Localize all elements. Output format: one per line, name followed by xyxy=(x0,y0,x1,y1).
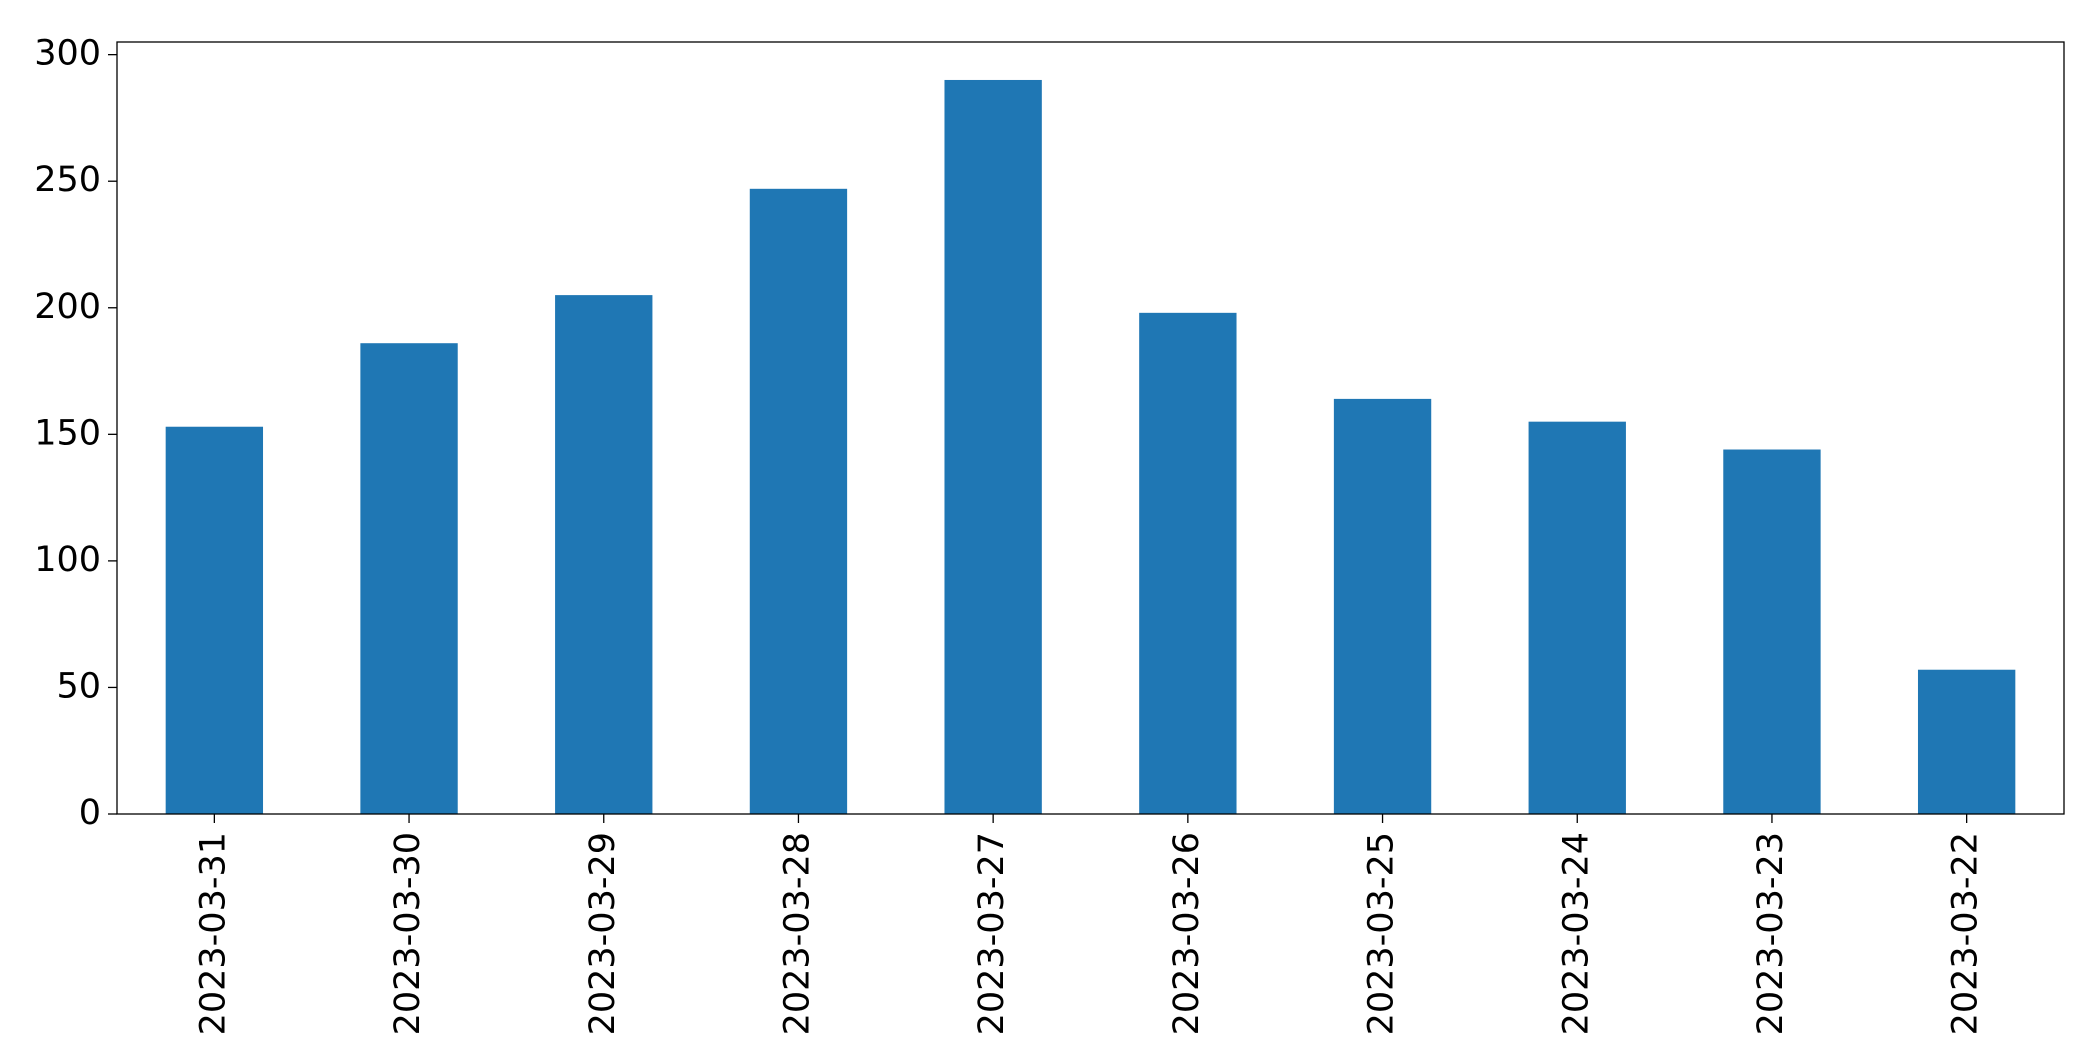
bar xyxy=(360,343,458,814)
x-tick-label: 2023-03-22 xyxy=(1946,832,1986,1035)
y-tick-label: 50 xyxy=(56,666,101,706)
x-tick-label: 2023-03-23 xyxy=(1751,832,1791,1035)
bar xyxy=(1139,312,1237,814)
x-tick-label: 2023-03-31 xyxy=(193,832,233,1035)
y-tick-label: 250 xyxy=(34,160,101,200)
x-tick-label: 2023-03-29 xyxy=(583,832,623,1035)
x-tick-label: 2023-03-27 xyxy=(972,832,1012,1035)
bar xyxy=(1723,449,1821,814)
x-tick-label: 2023-03-30 xyxy=(388,832,428,1035)
y-tick-label: 200 xyxy=(34,287,101,327)
bar xyxy=(1333,398,1432,814)
y-tick-label: 0 xyxy=(79,793,101,833)
bar xyxy=(1528,421,1626,814)
y-tick-label: 150 xyxy=(34,413,101,453)
x-tick-label: 2023-03-28 xyxy=(777,832,817,1035)
bar xyxy=(555,295,653,814)
x-tick-label: 2023-03-26 xyxy=(1167,832,1207,1035)
bar xyxy=(1917,669,2016,814)
bar xyxy=(165,426,264,814)
x-tick-label: 2023-03-24 xyxy=(1556,832,1596,1035)
y-tick-label: 300 xyxy=(34,34,101,74)
y-tick-label: 100 xyxy=(34,540,101,580)
bar xyxy=(944,79,1042,814)
x-tick-label: 2023-03-25 xyxy=(1362,832,1402,1035)
bar xyxy=(749,188,848,814)
plot-frame xyxy=(116,41,2065,815)
